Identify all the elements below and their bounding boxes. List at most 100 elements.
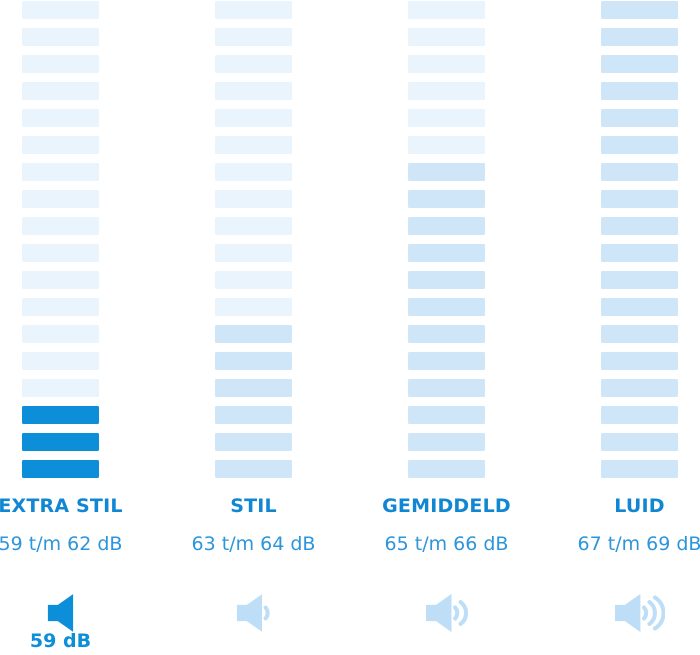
- level-segment-light: [408, 136, 485, 154]
- level-segment-light: [22, 109, 99, 127]
- level-segment-medium: [601, 352, 678, 370]
- level-segment-medium: [601, 28, 678, 46]
- level-segment-light: [22, 325, 99, 343]
- level-segment-light: [215, 28, 292, 46]
- speaker-icon-wrap: [359, 591, 535, 635]
- level-segment-light: [22, 271, 99, 289]
- level-segment-light: [408, 1, 485, 19]
- db-range-label: 59 t/m 62 dB: [0, 533, 123, 555]
- level-segment-light: [22, 379, 99, 397]
- db-range-label: 67 t/m 69 dB: [577, 533, 700, 555]
- level-segment-medium: [408, 433, 485, 451]
- level-segment-medium: [601, 406, 678, 424]
- noise-column: EXTRA STIL 59 t/m 62 dB 59 dB: [0, 0, 149, 655]
- category-label: EXTRA STIL: [0, 495, 123, 517]
- level-segment-light: [22, 163, 99, 181]
- volume-wave-icon: [642, 605, 649, 621]
- level-segment-light: [408, 28, 485, 46]
- level-segment-medium: [215, 406, 292, 424]
- level-bar-stack: [22, 1, 99, 478]
- level-segment-medium: [215, 433, 292, 451]
- level-segment-light: [215, 136, 292, 154]
- volume-wave-icon: [652, 595, 665, 631]
- level-segment-light: [215, 55, 292, 73]
- level-segment-medium: [215, 460, 292, 478]
- speaker-1-wave-icon: [236, 594, 270, 632]
- level-segment-light: [215, 244, 292, 262]
- level-segment-medium: [601, 325, 678, 343]
- level-segment-light: [22, 298, 99, 316]
- level-segment-light: [215, 217, 292, 235]
- level-segment-medium: [601, 460, 678, 478]
- speaker-body: [236, 594, 263, 632]
- level-segment-medium: [601, 298, 678, 316]
- noise-column: GEMIDDELD 65 t/m 66 dB: [359, 0, 535, 655]
- level-segment-medium: [408, 460, 485, 478]
- level-segment-light: [215, 298, 292, 316]
- level-bar-stack: [601, 1, 678, 478]
- noise-column: LUID 67 t/m 69 dB: [552, 0, 700, 655]
- level-segment-light: [215, 109, 292, 127]
- level-segment-light: [215, 1, 292, 19]
- level-segment-light: [22, 217, 99, 235]
- level-segment-medium: [601, 82, 678, 100]
- level-segment-medium: [408, 325, 485, 343]
- level-segment-light: [22, 82, 99, 100]
- level-segment-medium: [601, 217, 678, 235]
- speaker-icon: [47, 594, 74, 632]
- level-segment-medium: [601, 109, 678, 127]
- level-segment-medium: [408, 190, 485, 208]
- volume-wave-icon: [453, 605, 460, 621]
- level-bar-stack: [408, 1, 485, 478]
- speaker-body: [614, 593, 641, 633]
- level-segment-light: [22, 352, 99, 370]
- level-segment-light: [22, 136, 99, 154]
- category-label: STIL: [230, 495, 277, 517]
- level-segment-active: [22, 460, 99, 478]
- level-segment-light: [408, 109, 485, 127]
- level-segment-light: [215, 190, 292, 208]
- db-range-label: 63 t/m 64 dB: [191, 533, 316, 555]
- level-segment-medium: [408, 271, 485, 289]
- noise-column: STIL 63 t/m 64 dB: [166, 0, 342, 655]
- category-label: GEMIDDELD: [382, 495, 511, 517]
- level-segment-medium: [408, 217, 485, 235]
- category-label: LUID: [614, 495, 665, 517]
- level-segment-medium: [601, 55, 678, 73]
- speaker-3-waves-icon: [614, 593, 665, 633]
- speaker-icon-wrap: [166, 591, 342, 635]
- level-segment-medium: [408, 244, 485, 262]
- volume-wave-icon: [263, 605, 270, 621]
- level-segment-light: [215, 82, 292, 100]
- level-segment-light: [22, 244, 99, 262]
- level-segment-medium: [408, 298, 485, 316]
- db-range-label: 65 t/m 66 dB: [384, 533, 509, 555]
- selected-db-label: 59 dB: [29, 630, 92, 652]
- level-segment-light: [408, 82, 485, 100]
- speaker-body: [426, 593, 452, 633]
- level-segment-medium: [408, 163, 485, 181]
- volume-wave-icon: [647, 600, 657, 626]
- level-segment-light: [22, 55, 99, 73]
- level-segment-medium: [601, 1, 678, 19]
- level-segment-light: [22, 28, 99, 46]
- speaker-icon-wrap: [0, 591, 149, 635]
- level-segment-active: [22, 406, 99, 424]
- level-segment-medium: [601, 244, 678, 262]
- level-segment-active: [22, 433, 99, 451]
- speaker-icon-wrap: [552, 591, 700, 635]
- level-bar-stack: [215, 1, 292, 478]
- level-segment-medium: [408, 406, 485, 424]
- level-segment-medium: [601, 271, 678, 289]
- level-segment-medium: [408, 379, 485, 397]
- level-segment-light: [408, 55, 485, 73]
- level-segment-medium: [215, 379, 292, 397]
- level-segment-light: [215, 163, 292, 181]
- volume-wave-icon: [458, 600, 468, 626]
- level-segment-medium: [601, 163, 678, 181]
- level-segment-medium: [601, 433, 678, 451]
- level-segment-medium: [408, 352, 485, 370]
- level-segment-light: [215, 271, 292, 289]
- speaker-body: [47, 594, 74, 632]
